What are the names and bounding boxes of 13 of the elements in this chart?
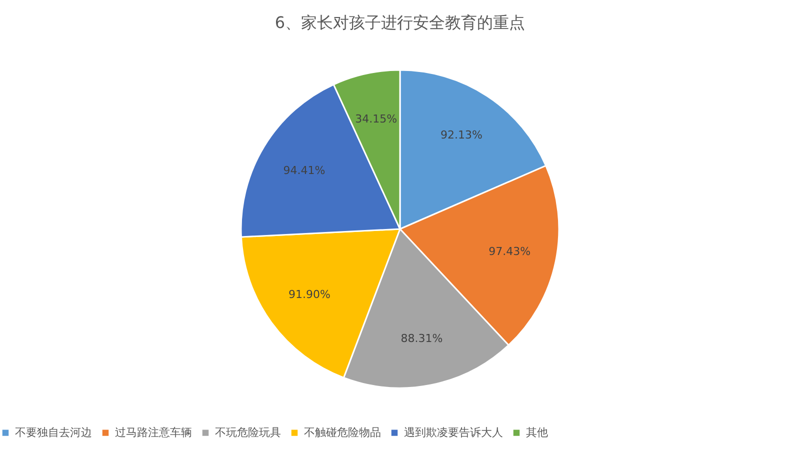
legend-label: 不要独自去河边	[15, 426, 92, 439]
data-label: 91.90%	[288, 288, 330, 301]
data-label: 97.43%	[488, 244, 531, 258]
legend-label: 过马路注意车辆	[115, 426, 192, 439]
data-label: 34.15%	[355, 112, 398, 126]
legend-label: 不玩危险玩具	[215, 426, 281, 439]
legend-label: 遇到欺凌要告诉大人	[404, 426, 503, 439]
chart-title: 6、家长对孩子进行安全教育的重点	[274, 13, 526, 32]
legend-label: 其他	[526, 426, 548, 439]
data-label: 88.31%	[400, 332, 443, 345]
legend-label: 不触碰危险物品	[304, 426, 381, 439]
data-label: 92.13%	[440, 128, 482, 142]
data-label: 94.41%	[283, 164, 326, 177]
